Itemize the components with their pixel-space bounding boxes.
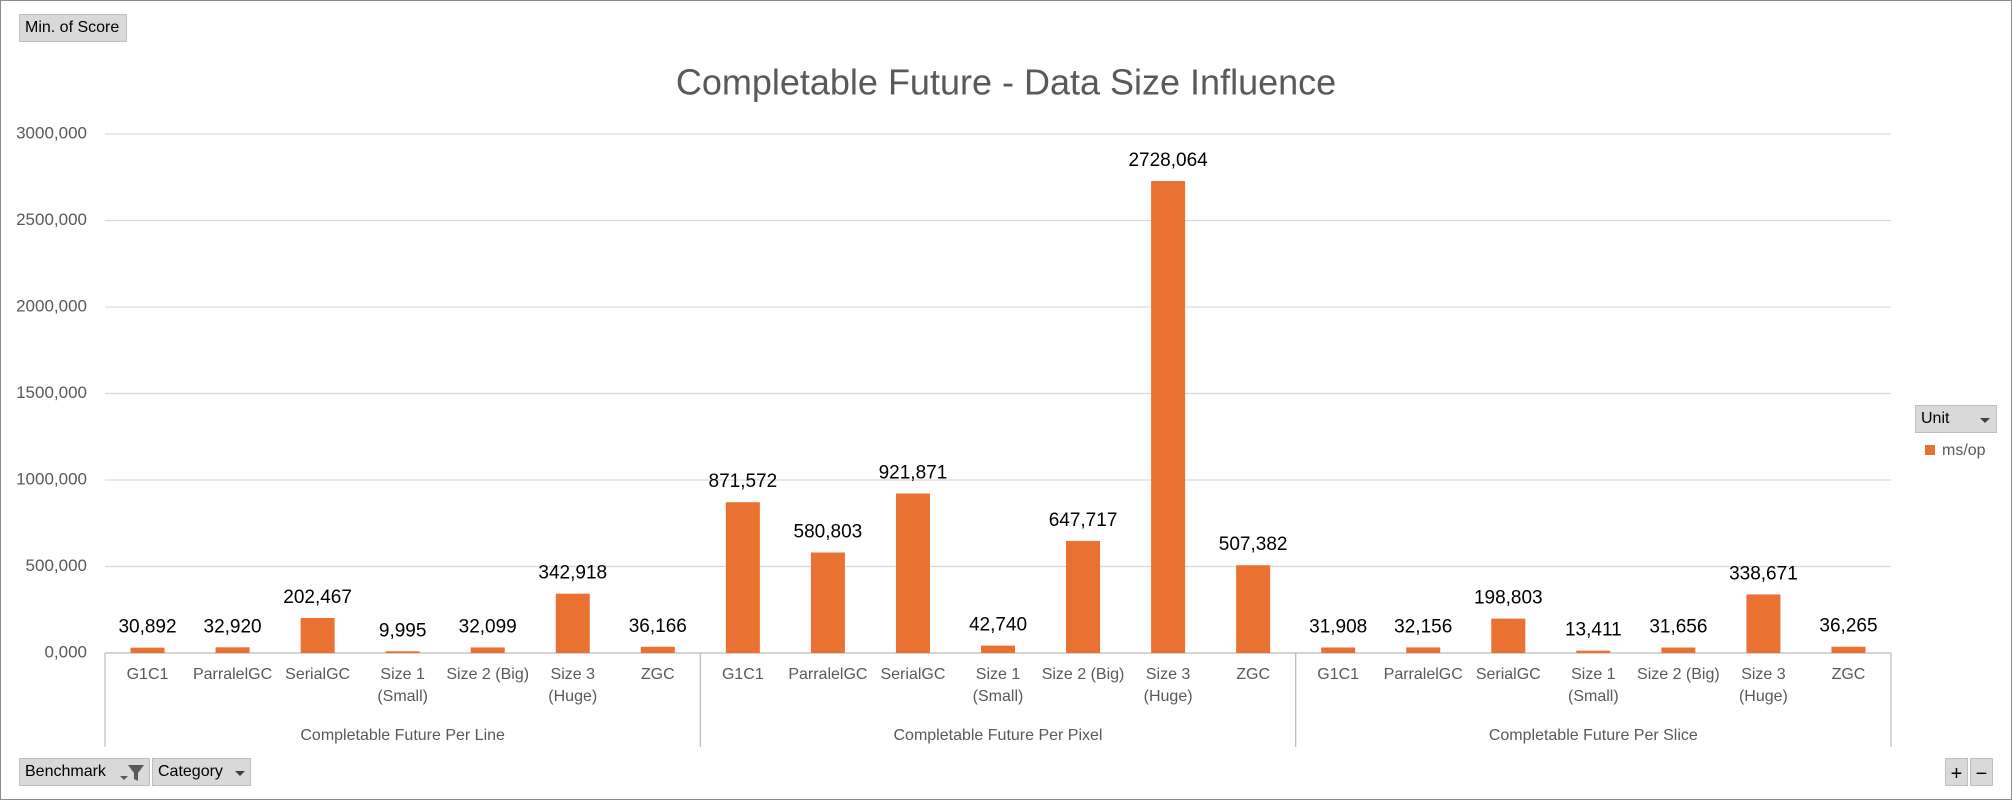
bar — [215, 647, 250, 653]
x-tick-label: ZGC — [1236, 666, 1271, 683]
expand-button[interactable]: + — [1945, 758, 1968, 786]
x-tick-label: G1C1 — [721, 666, 764, 683]
bar — [1831, 646, 1866, 653]
x-tick-label: Size 3 (Huge) — [1738, 666, 1788, 705]
data-label: 31,908 — [1309, 616, 1367, 637]
x-tick-label: ParralelGC — [192, 666, 273, 683]
chart-title: Completable Future - Data Size Influence — [676, 62, 1336, 103]
group-label: Completable Future Per Line — [300, 727, 505, 744]
x-tick-label: Size 2 (Big) — [1637, 666, 1720, 683]
data-label: 580,803 — [794, 522, 863, 543]
bar — [1491, 618, 1526, 653]
data-label: 32,920 — [204, 616, 262, 637]
bar — [981, 645, 1015, 653]
x-tick-label: Size 1 (Small) — [972, 666, 1024, 705]
data-label: 32,099 — [459, 616, 517, 637]
bar — [300, 617, 335, 653]
y-tick-label: 3000,000 — [16, 123, 87, 142]
x-tick-label: Size 2 (Big) — [446, 666, 530, 683]
x-tick-label: SerialGC — [285, 666, 351, 683]
bar — [1746, 594, 1781, 653]
y-tick-label: 500,000 — [26, 556, 87, 575]
bar — [130, 647, 165, 653]
y-tick-label: 0,000 — [44, 642, 87, 661]
bar — [1066, 540, 1101, 653]
data-label: 36,166 — [629, 616, 687, 637]
filter-button[interactable]: Benchmark — [19, 758, 150, 786]
filter-label: Benchmark — [25, 763, 106, 780]
data-label: 198,803 — [1474, 588, 1543, 609]
data-label: 202,467 — [283, 587, 352, 608]
x-tick-label: ZGC — [640, 666, 675, 683]
data-label: 31,656 — [1649, 617, 1707, 638]
x-tick-label: Size 3 (Huge) — [548, 666, 598, 705]
y-tick-label: 2500,000 — [16, 210, 87, 229]
y-tick-label: 1500,000 — [16, 383, 87, 402]
x-tick-label: ZGC — [1831, 666, 1866, 683]
data-label: 13,411 — [1565, 620, 1622, 641]
filter-icon — [120, 765, 144, 781]
bar — [810, 552, 845, 653]
x-tick-label: Size 2 (Big) — [1041, 666, 1125, 683]
data-label: 2728,064 — [1128, 150, 1208, 171]
bar — [385, 651, 420, 653]
bar — [470, 647, 505, 653]
filter-button[interactable]: Category — [152, 758, 251, 786]
data-label: 647,717 — [1049, 510, 1118, 531]
data-label: 338,671 — [1729, 563, 1798, 584]
dropdown-icon — [235, 771, 245, 776]
y-tick-label: 1000,000 — [16, 469, 87, 488]
bar — [1661, 647, 1696, 653]
bar — [895, 493, 930, 653]
data-label: 30,892 — [118, 617, 176, 638]
value-field-button[interactable]: Min. of Score — [19, 14, 127, 42]
bar — [1236, 565, 1271, 653]
data-label: 42,740 — [969, 615, 1027, 636]
data-label: 9,995 — [379, 620, 427, 641]
group-label: Completable Future Per Slice — [1489, 727, 1698, 744]
data-label: 32,156 — [1394, 616, 1452, 637]
dropdown-icon — [1980, 418, 1990, 423]
x-tick-label: G1C1 — [126, 666, 169, 683]
bar — [1406, 647, 1441, 653]
bar — [1576, 650, 1611, 653]
data-label: 871,572 — [709, 471, 778, 492]
x-tick-label: G1C1 — [1317, 666, 1360, 683]
x-tick-label: Size 1 (Small) — [377, 666, 428, 705]
bar — [555, 593, 590, 653]
legend-label: ms/op — [1942, 442, 1986, 459]
x-tick-label: SerialGC — [880, 666, 946, 683]
data-label: 36,265 — [1819, 616, 1877, 637]
x-tick-label: Size 3 (Huge) — [1143, 666, 1193, 705]
bar — [725, 502, 760, 653]
data-label: 507,382 — [1219, 534, 1288, 555]
x-tick-label: SerialGC — [1475, 666, 1541, 683]
bar — [1321, 647, 1356, 653]
y-tick-label: 2000,000 — [16, 296, 87, 315]
group-label: Completable Future Per Pixel — [894, 727, 1103, 744]
bar — [640, 646, 675, 653]
x-tick-label: ParralelGC — [788, 666, 868, 683]
legend-field-button[interactable]: Unit — [1915, 405, 1997, 433]
collapse-button[interactable]: − — [1970, 758, 1993, 786]
data-label: 342,918 — [538, 563, 607, 584]
x-tick-label: ParralelGC — [1383, 666, 1463, 683]
legend-marker — [1925, 445, 1935, 455]
filter-label: Category — [158, 763, 223, 780]
legend-title: Unit — [1921, 410, 1950, 427]
x-tick-label: Size 1 (Small) — [1567, 666, 1619, 705]
data-label: 921,871 — [879, 463, 948, 484]
bar — [1151, 181, 1186, 653]
